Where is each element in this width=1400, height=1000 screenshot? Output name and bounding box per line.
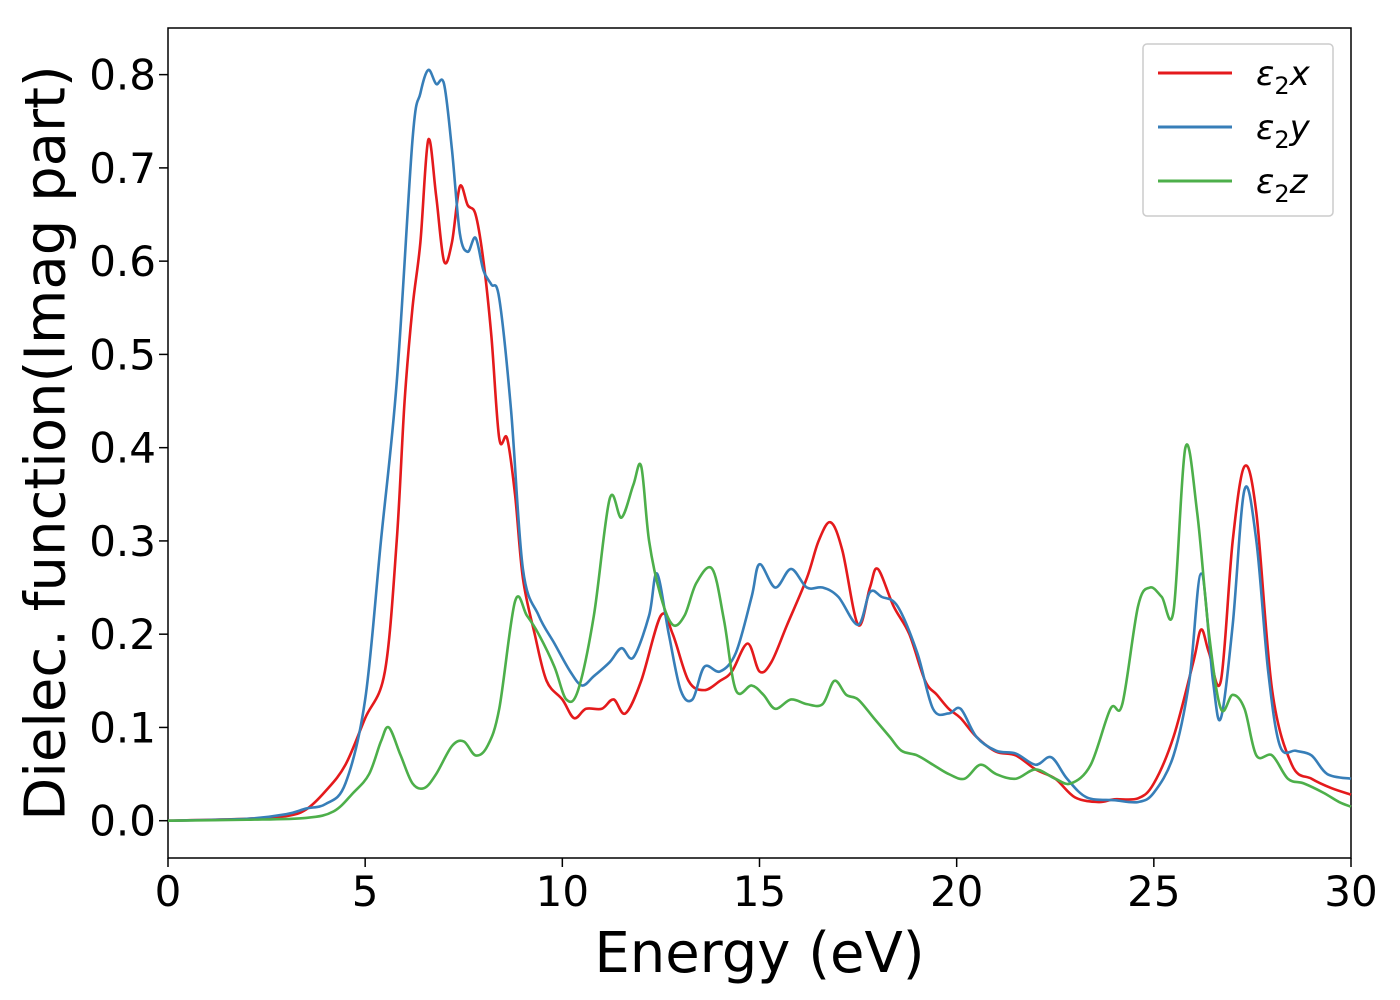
x-tick-label: 15 <box>733 867 786 916</box>
y-tick-label: 0.0 <box>89 797 156 846</box>
legend-subscript: 2 <box>1274 180 1289 208</box>
y-tick-label: 0.6 <box>89 237 156 286</box>
legend-box <box>1142 43 1334 217</box>
x-axis: 0 5 10 15 20 25 30 <box>155 858 1378 916</box>
legend-label-z: ε2z <box>1256 162 1309 208</box>
y-tick-label: 0.8 <box>89 51 156 100</box>
x-tick-label: 20 <box>930 867 983 916</box>
y-tick-label: 0.2 <box>89 610 156 659</box>
legend-symbol: ε <box>1256 162 1274 202</box>
x-tick-label: 25 <box>1127 867 1180 916</box>
x-tick-label: 5 <box>352 867 379 916</box>
legend-label-y: ε2y <box>1256 108 1311 154</box>
y-tick-label: 0.4 <box>89 424 156 473</box>
legend-label-x: ε2x <box>1256 54 1311 100</box>
legend-symbol: ε <box>1256 54 1274 94</box>
x-axis-label: Energy (eV) <box>594 921 924 986</box>
legend-symbol: ε <box>1256 108 1274 148</box>
legend-suffix: z <box>1289 162 1309 202</box>
y-axis: 0.0 0.1 0.2 0.3 0.4 0.5 0.6 0.7 0.8 <box>89 51 168 846</box>
legend-suffix: x <box>1289 54 1311 94</box>
y-tick-label: 0.7 <box>89 144 156 193</box>
series-line-z <box>167 443 1352 822</box>
y-tick-label: 0.5 <box>89 330 156 379</box>
y-tick-label: 0.1 <box>89 703 156 752</box>
legend-suffix: y <box>1289 108 1311 148</box>
legend-subscript: 2 <box>1274 126 1289 154</box>
y-tick-label: 0.3 <box>89 517 156 566</box>
series-line-y <box>167 68 1352 822</box>
y-axis-label: Dielec. function(Imag part) <box>14 65 79 821</box>
x-tick-label: 0 <box>155 867 182 916</box>
series-group <box>167 68 1352 822</box>
x-tick-label: 10 <box>536 867 589 916</box>
x-tick-label: 30 <box>1324 867 1377 916</box>
legend-subscript: 2 <box>1274 72 1289 100</box>
